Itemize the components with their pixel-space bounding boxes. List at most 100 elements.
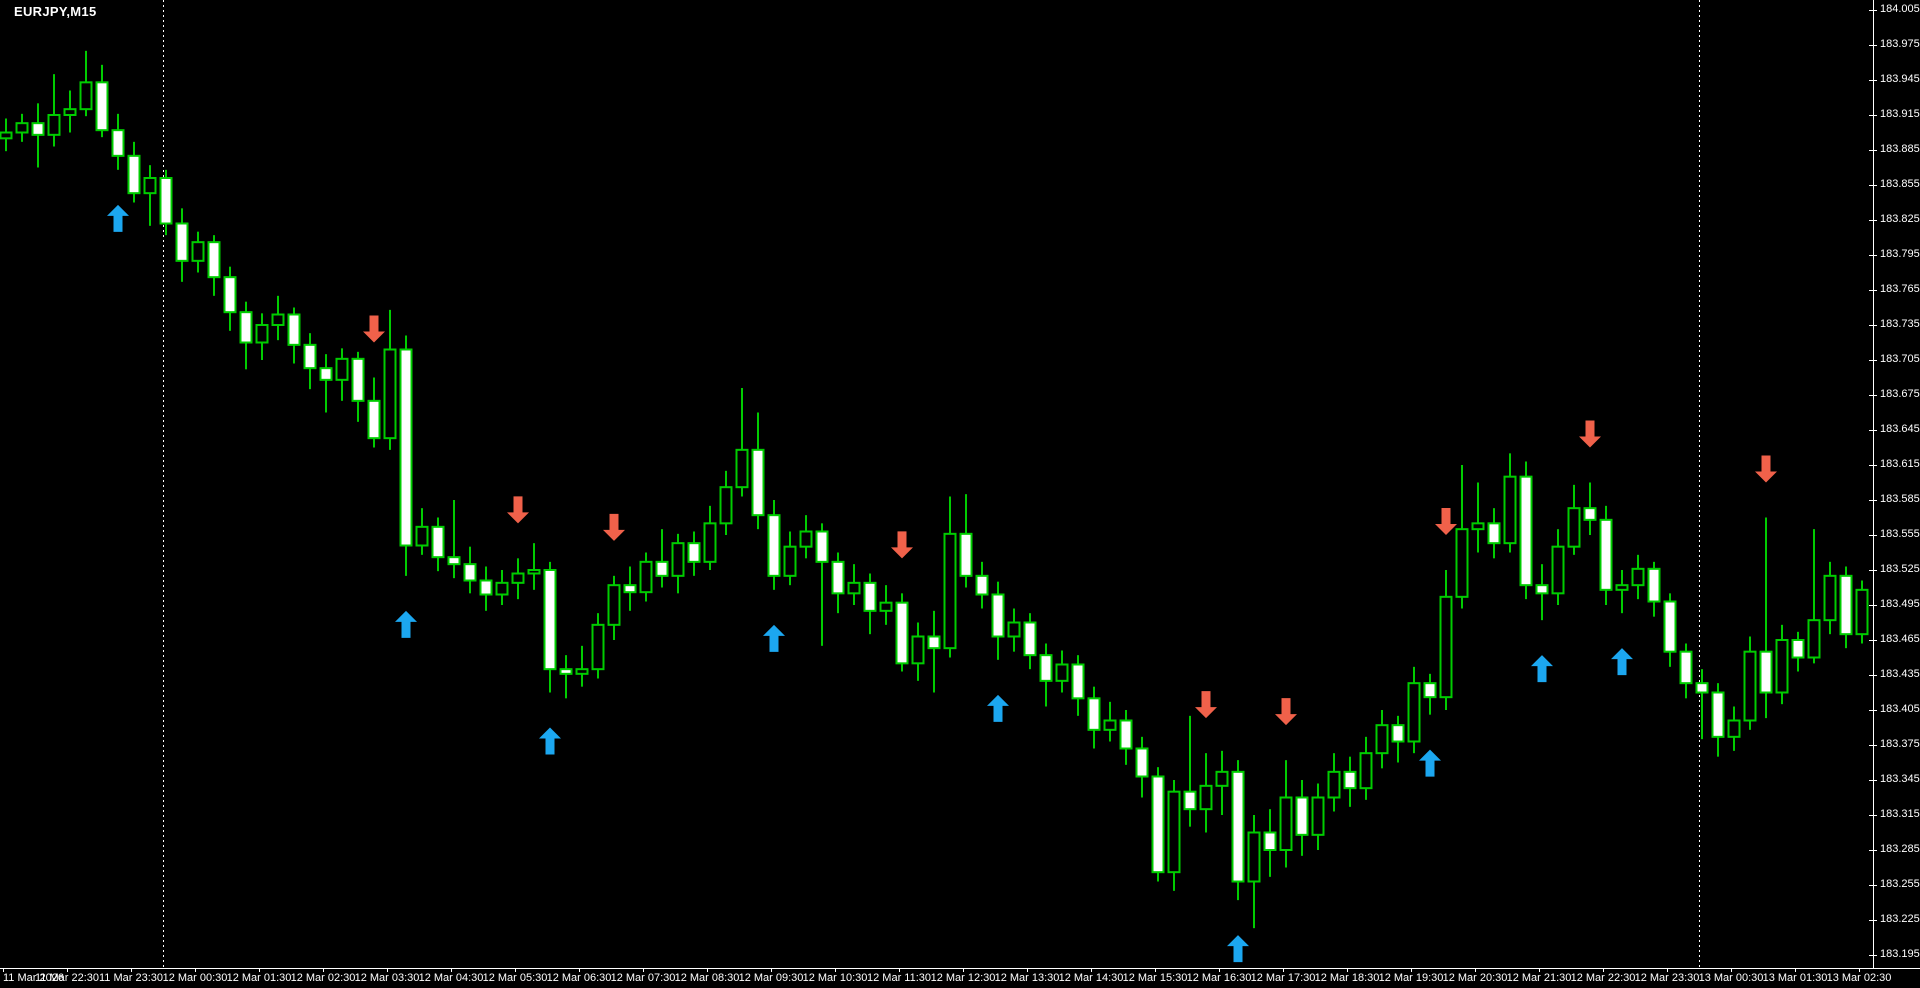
signal-up-arrow (1419, 749, 1441, 777)
price-tick-label: 183.435 (1880, 668, 1920, 680)
candle-bull-body (1167, 790, 1181, 874)
candle-bull-body (1775, 639, 1789, 694)
time-tick-label: 12 Mar 15:30 (1122, 972, 1188, 984)
candle-bear-body (367, 399, 381, 440)
candle-bull-body (383, 348, 397, 440)
price-tick-label: 183.645 (1880, 423, 1920, 435)
candle-bear-body (959, 532, 973, 577)
candle-bull-body (495, 581, 509, 596)
candle-bear-body (863, 581, 877, 612)
signal-up-arrow (763, 624, 785, 652)
price-tick-label: 184.005 (1880, 3, 1920, 15)
price-tick-label: 183.255 (1880, 878, 1920, 890)
candle-bull-body (1631, 567, 1645, 587)
time-tick-label: 12 Mar 14:30 (1058, 972, 1124, 984)
signal-down-arrow (1579, 420, 1601, 448)
time-tick-label: 12 Mar 10:30 (802, 972, 868, 984)
candle-bear-body (303, 343, 317, 370)
candle-bear-body (1343, 770, 1357, 790)
candle-bull-body (1727, 719, 1741, 738)
candle-bear-body (1839, 574, 1853, 636)
candle-bull-body (79, 81, 93, 111)
price-tick-label: 183.315 (1880, 808, 1920, 820)
time-tick-label: 12 Mar 18:30 (1314, 972, 1380, 984)
time-tick-label: 12 Mar 06:30 (546, 972, 612, 984)
candle-bear-body (543, 569, 557, 671)
candle-bear-body (31, 122, 45, 136)
time-tick-label: 12 Mar 09:30 (738, 972, 804, 984)
candle-bear-body (1263, 831, 1277, 851)
time-tick-label: 12 Mar 08:30 (674, 972, 740, 984)
candle-bull-body (255, 324, 269, 344)
signal-up-arrow (1227, 935, 1249, 963)
candle-bear-body (239, 311, 253, 344)
candle-bear-body (1039, 654, 1053, 682)
candle-bear-body (1759, 650, 1773, 694)
candle-bull-body (1311, 796, 1325, 836)
candle-bear-body (447, 556, 461, 566)
price-tick-label: 183.225 (1880, 913, 1920, 925)
candle-bull-body (639, 560, 653, 594)
candle-bull-body (271, 313, 285, 326)
time-tick-label: 12 Mar 05:30 (482, 972, 548, 984)
candle-bear-body (223, 276, 237, 314)
candle-bear-body (159, 177, 173, 225)
price-tick-label: 183.855 (1880, 178, 1920, 190)
candle-bull-body (1807, 619, 1821, 659)
candle-bear-body (767, 514, 781, 577)
price-tick-label: 183.915 (1880, 108, 1920, 120)
candle-bull-body (783, 545, 797, 577)
candle-bull-body (527, 569, 541, 575)
candle-bear-body (1183, 790, 1197, 811)
candle-bear-body (927, 635, 941, 650)
candle-bear-body (1231, 770, 1245, 883)
candle-bull-body (591, 623, 605, 671)
time-tick-label: 11 Mar 23:30 (98, 972, 164, 984)
time-tick-label: 12 Mar 23:30 (1634, 972, 1700, 984)
candle-bull-body (575, 668, 589, 675)
signal-down-arrow (1195, 691, 1217, 719)
candle-bull-body (143, 177, 157, 195)
candle-bear-body (815, 530, 829, 563)
candle-bull-body (1455, 528, 1469, 598)
candle-bear-body (1791, 639, 1805, 659)
candle-bull-body (1103, 719, 1117, 731)
candle-bull-body (879, 601, 893, 612)
candle-bear-body (1119, 719, 1133, 750)
candle-bull-body (47, 114, 61, 136)
candle-bull-body (1215, 770, 1229, 787)
candle-bull-body (1327, 770, 1341, 799)
candle-bull-body (671, 542, 685, 577)
candle-bear-body (1071, 663, 1085, 700)
time-tick-label: 12 Mar 12:30 (930, 972, 996, 984)
signal-up-arrow (539, 727, 561, 755)
time-tick-label: 12 Mar 07:30 (610, 972, 676, 984)
price-tick-label: 183.975 (1880, 38, 1920, 50)
signal-up-arrow (1531, 655, 1553, 683)
candle-bull-body (1359, 752, 1373, 790)
candle-bear-body (399, 348, 413, 547)
candle-bull-body (719, 486, 733, 525)
price-tick-label: 183.765 (1880, 283, 1920, 295)
candle-bear-body (1679, 650, 1693, 685)
candle-bull-body (607, 584, 621, 626)
time-tick-label: 13 Mar 02:30 (1826, 972, 1892, 984)
time-tick-label: 12 Mar 01:30 (226, 972, 292, 984)
price-tick-label: 183.525 (1880, 563, 1920, 575)
candle-bear-body (1519, 475, 1533, 587)
price-tick-label: 183.375 (1880, 738, 1920, 750)
candle-bull-body (911, 635, 925, 665)
candle-bear-body (1583, 507, 1597, 521)
time-tick-label: 12 Mar 02:30 (290, 972, 356, 984)
time-tick-label: 12 Mar 19:30 (1378, 972, 1444, 984)
candle-bull-body (1055, 663, 1069, 682)
candle-bear-body (1023, 621, 1037, 657)
candle-bear-body (463, 563, 477, 582)
signal-up-arrow (987, 694, 1009, 722)
candle-bear-body (655, 560, 669, 577)
candle-bear-body (111, 129, 125, 157)
time-tick-label: 12 Mar 00:30 (162, 972, 228, 984)
candle-bull-body (1247, 831, 1261, 883)
